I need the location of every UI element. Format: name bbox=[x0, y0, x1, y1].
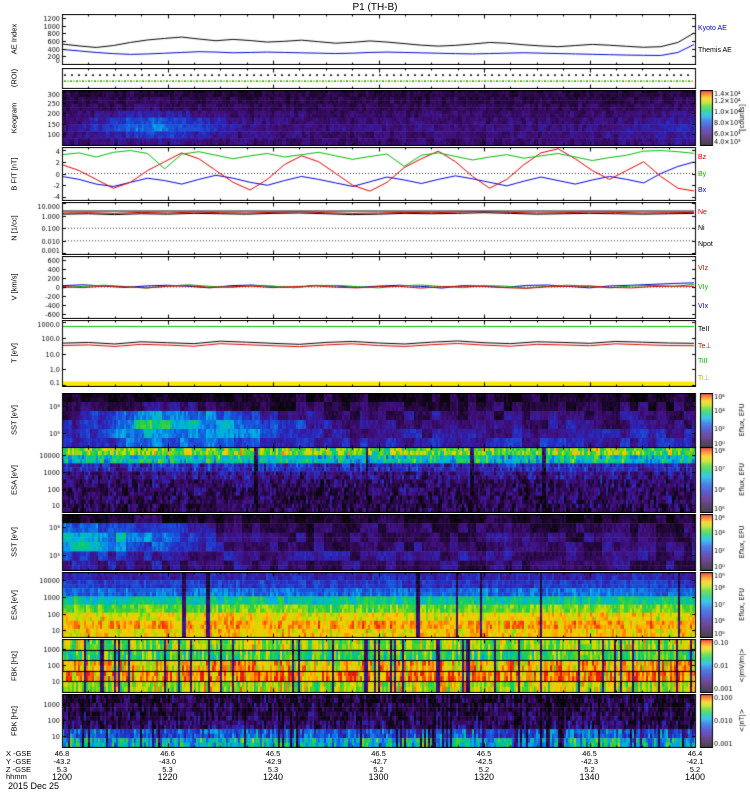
density-ylabel: N [1/cc] bbox=[9, 215, 19, 241]
panel-esa_elec bbox=[0, 572, 750, 638]
date-label: 2015 Dec 25 bbox=[8, 781, 60, 791]
bottom-value-x-gse-1: 46.6 bbox=[160, 749, 175, 758]
bottom-value-x-gse-5: 46.5 bbox=[582, 749, 597, 758]
bottom-value-z-gse-4: 5.2 bbox=[478, 765, 490, 774]
temperature-label-teii: TeII bbox=[698, 326, 710, 334]
panel-velocity bbox=[0, 256, 750, 319]
bottom-value-z-gse-2: 5.3 bbox=[267, 765, 279, 774]
bottom-value-hhmm-4: 1320 bbox=[473, 772, 495, 782]
panel-roi bbox=[0, 68, 750, 89]
velocity-ylabel: V [km/s] bbox=[9, 273, 19, 301]
sst_elec-ylabel: SST [eV] bbox=[9, 527, 19, 557]
bottom-row-label-hhmm: hhmm bbox=[6, 772, 27, 781]
bfit-plot-canvas bbox=[0, 147, 750, 201]
bottom-value-y-gse-5: -42.3 bbox=[580, 757, 599, 766]
ae-label-themis-ae: Themis AE bbox=[698, 47, 732, 55]
panel-esa_ion bbox=[0, 447, 750, 513]
keogram-ylabel: Keogram bbox=[9, 102, 19, 133]
temperature-label-tiii: TiII bbox=[698, 357, 708, 365]
velocity-plot-canvas bbox=[0, 256, 750, 319]
keogram-plot-canvas bbox=[0, 90, 750, 146]
panel-ae bbox=[0, 14, 750, 65]
bottom-value-z-gse-3: 5.2 bbox=[373, 765, 384, 774]
bottom-value-y-gse-6: -42.1 bbox=[686, 757, 704, 766]
panel-temperature bbox=[0, 320, 750, 387]
bottom-value-x-gse-2: 46.5 bbox=[265, 749, 281, 758]
density-plot-canvas bbox=[0, 202, 750, 255]
velocity-label-viz: VIz bbox=[698, 264, 709, 272]
ae-label-kyoto-ae: Kyoto AE bbox=[698, 24, 727, 32]
panel-bfit bbox=[0, 147, 750, 201]
sst_elec-plot-canvas bbox=[0, 514, 750, 571]
roi-plot-canvas bbox=[0, 68, 750, 89]
bfit-ylabel: B FIT [nT] bbox=[9, 156, 19, 191]
bottom-value-hhmm-2: 1240 bbox=[262, 772, 284, 782]
bottom-value-y-gse-0: -43.2 bbox=[53, 757, 71, 766]
panel-sst_ion bbox=[0, 393, 750, 448]
panel-fbk_e bbox=[0, 639, 750, 693]
bottom-row-label-y-gse: Y -GSE bbox=[6, 757, 32, 766]
bottom-value-y-gse-1: -43.0 bbox=[158, 757, 177, 766]
bottom-row-label-x-gse: X -GSE bbox=[6, 749, 32, 758]
panel-keogram bbox=[0, 90, 750, 146]
esa_elec-ylabel: ESA [eV] bbox=[9, 589, 19, 620]
bottom-value-x-gse-6: 46.4 bbox=[687, 749, 703, 758]
panel-fbk_b bbox=[0, 694, 750, 748]
bottom-value-hhmm-0: 1200 bbox=[51, 772, 73, 782]
esa_ion-plot-canvas bbox=[0, 447, 750, 513]
fbk_e-plot-canvas bbox=[0, 639, 750, 693]
fbk_e-ylabel: FBK [Hz] bbox=[9, 650, 19, 681]
bottom-value-x-gse-3: 46.5 bbox=[371, 749, 386, 758]
bottom-value-hhmm-6: 1400 bbox=[684, 772, 706, 782]
ae-ylabel: AE Index bbox=[9, 23, 19, 55]
bfit-label-bx: Bx bbox=[698, 187, 707, 195]
panel-density bbox=[0, 202, 750, 255]
bottom-value-hhmm-1: 1220 bbox=[157, 772, 178, 782]
bottom-value-y-gse-2: -42.9 bbox=[264, 757, 282, 766]
bottom-value-z-gse-0: 5.3 bbox=[56, 765, 68, 774]
temperature-plot-canvas bbox=[0, 320, 750, 387]
esa_elec-plot-canvas bbox=[0, 572, 750, 638]
sst_ion-ylabel: SST [eV] bbox=[9, 405, 19, 435]
ae-plot-canvas bbox=[0, 14, 750, 65]
bottom-value-z-gse-6: 5.2 bbox=[689, 765, 701, 774]
bottom-value-z-gse-1: 5.3 bbox=[162, 765, 173, 774]
bottom-value-hhmm-3: 1300 bbox=[368, 772, 389, 782]
roi-ylabel: (ROI) bbox=[9, 68, 19, 88]
bottom-value-y-gse-3: -42.7 bbox=[369, 757, 388, 766]
fbk_b-ylabel: FBK [Hz] bbox=[9, 705, 19, 736]
bfit-label-bz: Bz bbox=[698, 153, 707, 161]
density-label-npot: Npot bbox=[698, 241, 713, 249]
temperature-label-ti-: Ti⊥ bbox=[698, 374, 710, 382]
bottom-value-y-gse-4: -42.5 bbox=[475, 757, 493, 766]
bottom-value-z-gse-5: 5.2 bbox=[584, 765, 595, 774]
panel-sst_elec bbox=[0, 514, 750, 571]
sst_ion-plot-canvas bbox=[0, 393, 750, 448]
temperature-ylabel: T [eV] bbox=[9, 343, 19, 363]
plot-title: P1 (TH-B) bbox=[352, 2, 398, 13]
bottom-value-x-gse-0: 46.8 bbox=[54, 749, 70, 758]
bottom-value-hhmm-5: 1340 bbox=[579, 772, 600, 782]
fbk_b-plot-canvas bbox=[0, 694, 750, 748]
bottom-value-x-gse-4: 46.5 bbox=[476, 749, 492, 758]
bfit-label-by: By bbox=[698, 170, 707, 178]
density-label-ne: Ne bbox=[698, 208, 707, 216]
velocity-label-vix: VIx bbox=[698, 303, 709, 311]
velocity-label-viy: VIy bbox=[698, 284, 709, 291]
density-label-ni: Ni bbox=[698, 225, 705, 232]
temperature-label-te-: Te⊥ bbox=[698, 343, 712, 351]
esa_ion-ylabel: ESA [eV] bbox=[9, 464, 19, 495]
bottom-row-label-z-gse: Z -GSE bbox=[6, 765, 32, 774]
